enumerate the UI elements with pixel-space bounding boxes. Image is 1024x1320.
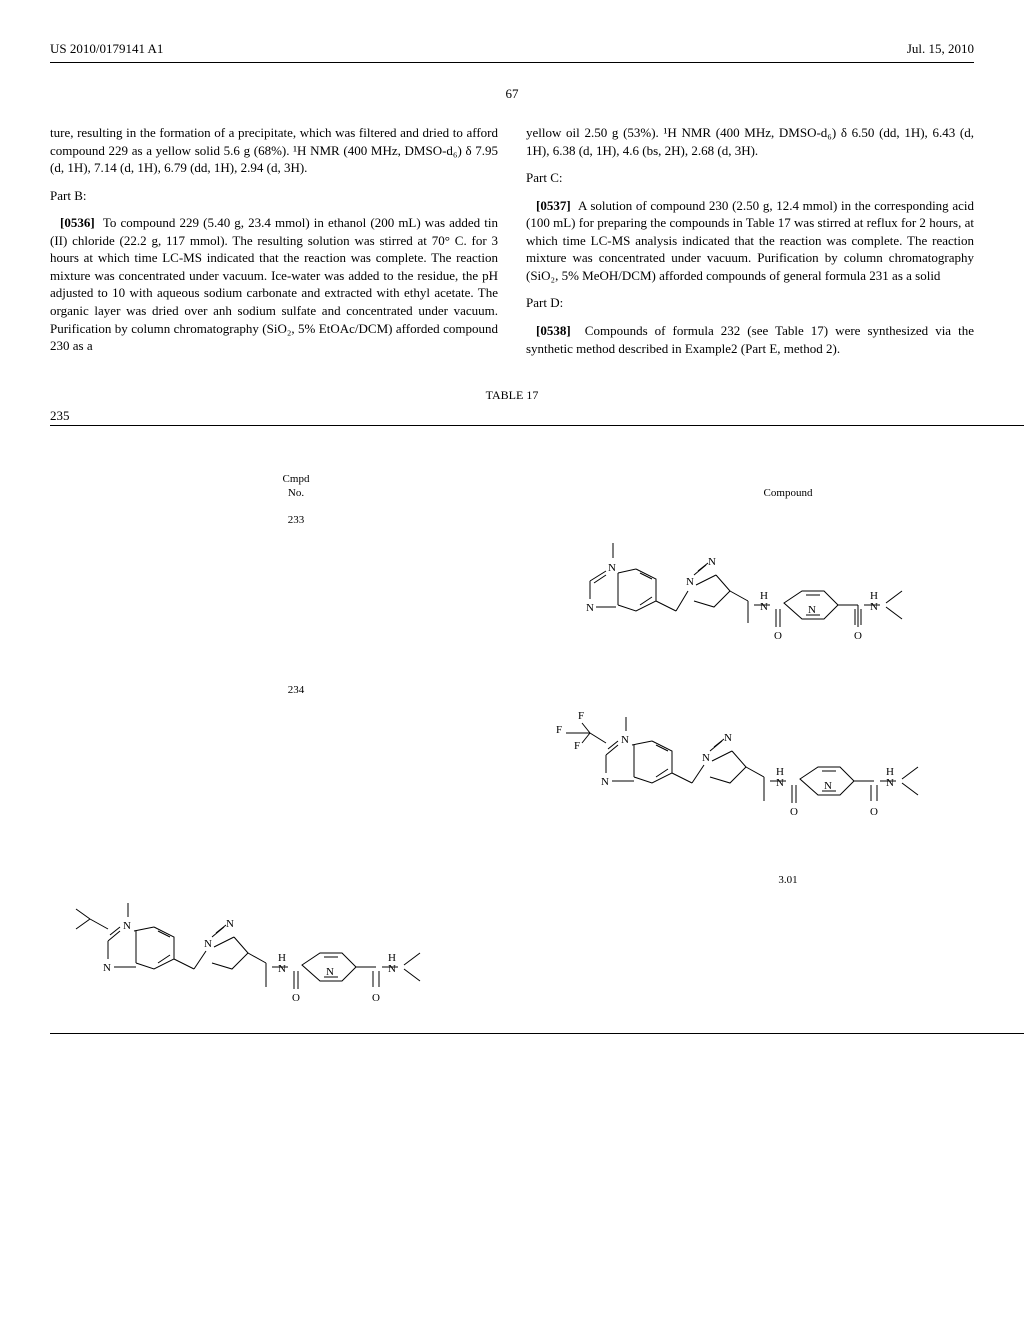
- publication-date: Jul. 15, 2010: [907, 40, 974, 58]
- svg-text:N: N: [724, 732, 732, 744]
- svg-text:N: N: [388, 963, 396, 975]
- para-num-0538: [0538]: [536, 323, 571, 338]
- svg-text:N: N: [123, 920, 131, 932]
- para-0536-text: To compound 229 (5.40 g, 23.4 mmol) in e…: [50, 215, 498, 353]
- para-0537-text: A solution of compound 230 (2.50 g, 12.4…: [526, 198, 974, 283]
- paragraph-0537: [0537] A solution of compound 230 (2.50 …: [526, 197, 974, 285]
- svg-text:N: N: [586, 602, 594, 614]
- svg-text:N: N: [601, 776, 609, 788]
- table-row: 233 N N: [50, 503, 1024, 673]
- svg-text:F: F: [574, 740, 580, 752]
- header-rule: [50, 62, 974, 63]
- table-17-caption: TABLE 17: [50, 387, 974, 403]
- part-b-label: Part B:: [50, 187, 498, 205]
- para-0538-text: Compounds of formula 232 (see Table 17) …: [526, 323, 974, 356]
- svg-text:N: N: [776, 777, 784, 789]
- para-num-0536: [0536]: [60, 215, 95, 230]
- svg-text:N: N: [204, 938, 212, 950]
- compound-structure-233: N N N N: [542, 503, 1024, 673]
- publication-number: US 2010/0179141 A1: [50, 40, 163, 58]
- chem-structure-icon: F F F N N: [548, 683, 1024, 833]
- left-continued-paragraph: ture, resulting in the formation of a pr…: [50, 124, 498, 177]
- table-row: N N N N: [50, 863, 1024, 1034]
- svg-text:O: O: [854, 630, 862, 642]
- left-column: ture, resulting in the formation of a pr…: [50, 124, 498, 367]
- cmpd-no-cell: 233: [50, 503, 542, 673]
- svg-text:N: N: [326, 966, 334, 978]
- svg-text:O: O: [372, 992, 380, 1004]
- paragraph-0536: [0536] To compound 229 (5.40 g, 23.4 mmo…: [50, 214, 498, 354]
- svg-text:O: O: [292, 992, 300, 1004]
- body-columns: ture, resulting in the formation of a pr…: [50, 124, 974, 367]
- svg-text:N: N: [886, 777, 894, 789]
- col-compound: Compound: [542, 425, 1024, 503]
- svg-text:N: N: [824, 780, 832, 792]
- svg-text:N: N: [226, 918, 234, 930]
- right-continued-paragraph: yellow oil 2.50 g (53%). ¹H NMR (400 MHz…: [526, 124, 974, 159]
- table-17-head: CmpdNo. Compound Ret. Time UV254 MS (m/z…: [50, 425, 1024, 503]
- svg-text:N: N: [103, 962, 111, 974]
- table-17: CmpdNo. Compound Ret. Time UV254 MS (m/z…: [50, 425, 1024, 1034]
- svg-text:N: N: [760, 601, 768, 613]
- para-num-0537: [0537]: [536, 198, 571, 213]
- svg-text:O: O: [774, 630, 782, 642]
- svg-text:O: O: [790, 806, 798, 818]
- page-number: 67: [50, 85, 974, 103]
- svg-text:N: N: [278, 963, 286, 975]
- compound-structure-235: N N N N: [50, 863, 542, 1034]
- part-d-label: Part D:: [526, 294, 974, 312]
- svg-text:O: O: [870, 806, 878, 818]
- svg-text:F: F: [578, 710, 584, 722]
- page-header: US 2010/0179141 A1 Jul. 15, 2010: [50, 40, 974, 58]
- chem-structure-icon: N N N N: [56, 873, 536, 1023]
- paragraph-0538: [0538] Compounds of formula 232 (see Tab…: [526, 322, 974, 357]
- svg-text:N: N: [621, 734, 629, 746]
- col-cmpd-no: CmpdNo.: [50, 425, 542, 503]
- svg-text:N: N: [702, 752, 710, 764]
- compound-structure-234: F F F N N: [542, 673, 1024, 863]
- svg-text:N: N: [870, 601, 878, 613]
- table-row: 234 F F F N: [50, 673, 1024, 863]
- right-column: yellow oil 2.50 g (53%). ¹H NMR (400 MHz…: [526, 124, 974, 367]
- part-c-label: Part C:: [526, 169, 974, 187]
- svg-text:N: N: [708, 556, 716, 568]
- svg-text:N: N: [686, 576, 694, 588]
- cmpd-no-cell: 234: [50, 673, 542, 863]
- ret-time-cell: 3.01: [542, 863, 1024, 1034]
- svg-text:N: N: [808, 604, 816, 616]
- chem-structure-icon: N N N N: [558, 513, 1018, 643]
- svg-text:N: N: [608, 562, 616, 574]
- svg-text:F: F: [556, 724, 562, 736]
- cmpd-no-cell: 235: [50, 408, 70, 423]
